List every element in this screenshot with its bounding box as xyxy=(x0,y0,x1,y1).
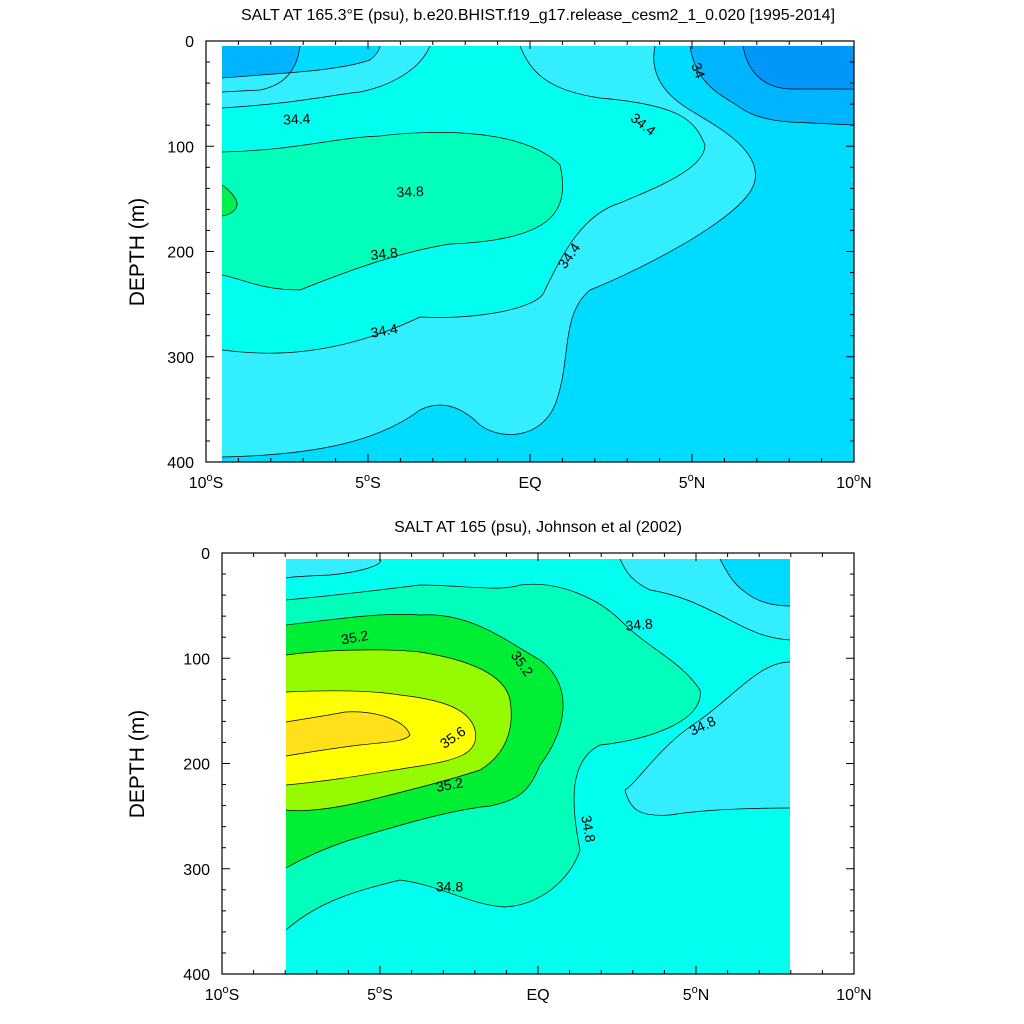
y-tick-label: 0 xyxy=(185,34,194,51)
panel-model-ylabel: DEPTH (m) xyxy=(126,198,149,307)
contour-34.8 xyxy=(286,583,701,931)
fill-34.6-pocket xyxy=(625,662,790,816)
fill-35.2-spot xyxy=(222,185,238,216)
fill-35.8-core xyxy=(286,711,410,756)
x-tick-label: 5oN xyxy=(679,472,706,492)
contour-34.6-b xyxy=(286,559,381,579)
contour-34.6-upper xyxy=(222,46,431,109)
y-tick-label: 200 xyxy=(167,245,194,262)
contour-34.8 xyxy=(222,132,563,291)
contour-label: 34.8 xyxy=(625,615,654,633)
contour-34.0 xyxy=(742,46,854,90)
panel-obs-ylabel: DEPTH (m) xyxy=(126,710,149,819)
panel-obs-contours xyxy=(286,559,790,931)
x-tick-label: EQ xyxy=(518,475,541,492)
contour-label: 34.4 xyxy=(369,320,399,341)
contour-34.6-a xyxy=(619,559,790,641)
contour-label: 35.2 xyxy=(435,774,465,795)
panel-obs: SALT AT 165 (psu), Johnson et al (2002) xyxy=(126,519,872,1004)
contour-35.6 xyxy=(286,711,411,757)
fill-34.4-north xyxy=(720,559,790,606)
x-tick-label: 10oS xyxy=(189,472,224,492)
contour-35.4 xyxy=(286,690,476,786)
contour-label: 34.8 xyxy=(436,879,463,895)
panel-model-fill xyxy=(222,46,854,462)
contour-34.2-a xyxy=(222,46,301,93)
contour-35.0 xyxy=(222,184,238,217)
x-tick-label: EQ xyxy=(526,987,549,1004)
y-tick-label: 100 xyxy=(167,139,194,156)
contour-label: 34 xyxy=(688,60,708,80)
y-tick-label: 200 xyxy=(183,757,210,774)
contour-label: 35.2 xyxy=(340,627,370,648)
panel-model-title: SALT AT 165.3°E (psu), b.e20.BHIST.f19_g… xyxy=(241,7,835,24)
contour-34.4 xyxy=(719,559,790,607)
contour-34.4-main xyxy=(222,46,756,458)
contour-34.4-upper xyxy=(222,46,381,79)
contour-34.2-b xyxy=(689,46,854,126)
contour-label: 34.4 xyxy=(283,110,311,127)
contour-label: 34.8 xyxy=(370,244,399,263)
fill-34.0-core-north xyxy=(743,46,854,89)
x-tick-label: 5oS xyxy=(367,984,393,1004)
contour-34.6-c xyxy=(624,661,790,816)
x-tick-label: 10oN xyxy=(836,472,871,492)
y-tick-label: 400 xyxy=(167,455,194,472)
fill-35.0-band xyxy=(222,132,563,290)
y-tick-label: 100 xyxy=(183,651,210,668)
y-tick-label: 400 xyxy=(183,967,210,984)
panel-model: SALT AT 165.3°E (psu), b.e20.BHIST.f19_g… xyxy=(126,7,872,492)
panel-obs-ticks: 10oS 5oS EQ 5oN 10oN 0 100 200 300 400 xyxy=(183,546,871,1004)
contour-label: 34.8 xyxy=(578,814,599,844)
x-tick-label: 10oS xyxy=(205,984,240,1004)
y-tick-label: 0 xyxy=(201,546,210,563)
y-tick-label: 300 xyxy=(183,862,210,879)
panel-model-ticks: 10oS 5oS EQ 5oN 10oN 0 100 200 300 400 xyxy=(167,34,871,492)
x-tick-label: 5oN xyxy=(683,984,710,1004)
contour-35.2 xyxy=(286,649,512,812)
panel-model-contours xyxy=(222,46,854,458)
fill-34.6-lowlat xyxy=(286,559,381,578)
contour-34.6-main xyxy=(222,46,706,354)
contour-label: 34.8 xyxy=(396,183,424,200)
panel-obs-title: SALT AT 165 (psu), Johnson et al (2002) xyxy=(394,519,682,536)
contour-35.0 xyxy=(286,614,564,869)
y-tick-label: 300 xyxy=(167,350,194,367)
panel-obs-fill xyxy=(286,559,790,974)
x-tick-label: 5oS xyxy=(355,472,381,492)
x-tick-label: 10oN xyxy=(836,984,871,1004)
